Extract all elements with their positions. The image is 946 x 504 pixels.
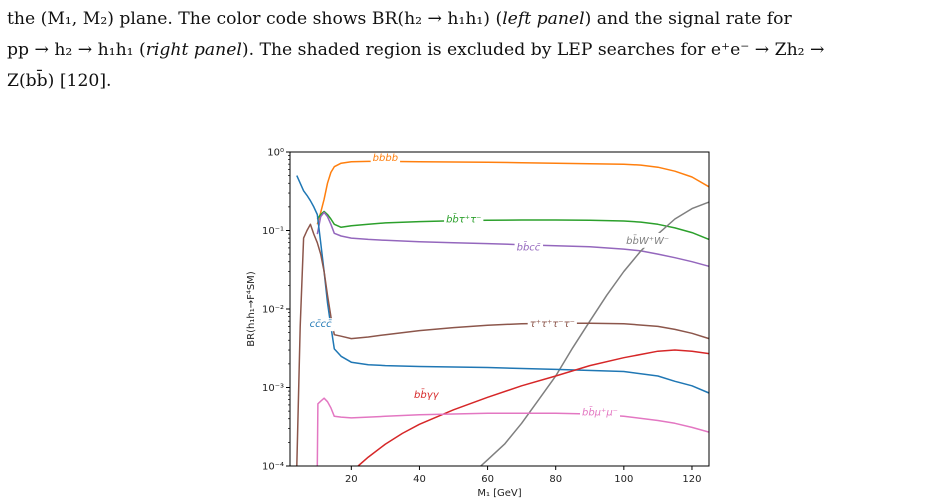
- x-tick-label: 80: [549, 474, 562, 485]
- series-label: τ⁺τ⁺τ⁻τ⁻: [530, 319, 575, 330]
- series-line: [316, 160, 710, 225]
- y-tick-label: 10⁻²: [262, 305, 284, 316]
- series-labels: bb̄bb̄ bb̄τ⁺τ⁻ bb̄cc̄ bb̄W⁺W⁻ cc̄cc̄ τ⁺τ⁺τ⁻τ⁻…: [307, 150, 672, 420]
- x-tick-label: 60: [481, 474, 494, 485]
- series-label-background: [514, 239, 544, 255]
- series-line: [357, 349, 710, 467]
- series-label-background: [444, 211, 484, 227]
- x-tick-label: 100: [614, 474, 633, 485]
- x-axis: 20 40 60 80 100 120: [345, 466, 702, 485]
- y-tick-label: 10⁻⁴: [262, 462, 284, 473]
- y-tick-label: 10⁰: [267, 148, 284, 159]
- caption-line-1: the (M₁, M₂) plane. The color code shows…: [7, 9, 792, 29]
- figure-caption: the (M₁, M₂) plane. The color code shows…: [7, 4, 939, 97]
- series-label: bb̄τ⁺τ⁻: [446, 213, 481, 226]
- series-line: [316, 211, 710, 268]
- branching-ratio-figure: bb̄bb̄ bb̄τ⁺τ⁻ bb̄cc̄ bb̄W⁺W⁻ cc̄cc̄ τ⁺τ⁺τ⁻τ⁻…: [240, 140, 720, 502]
- x-axis-label: M₁ [GeV]: [477, 488, 521, 499]
- series-line: [316, 210, 710, 241]
- y-axis: 10⁻⁴ 10⁻³ 10⁻² 10⁻¹ 10⁰: [262, 148, 290, 473]
- series-label: bb̄γγ: [414, 388, 440, 401]
- x-tick-label: 120: [682, 474, 701, 485]
- series-curves: [296, 160, 710, 467]
- series-label-background: [579, 404, 620, 420]
- series-line: [480, 201, 710, 467]
- series-line: [296, 223, 710, 467]
- series-label: bb̄W⁺W⁻: [626, 234, 669, 247]
- series-label: bb̄bb̄: [373, 151, 398, 164]
- y-axis-label: BR(h₁h₁→F⁴SM): [246, 271, 257, 347]
- series-label-background: [527, 318, 577, 332]
- series-label: bb̄cc̄: [517, 240, 541, 253]
- caption-line-2: pp → h₂ → h₁h₁ (right panel). The shaded…: [7, 40, 825, 60]
- caption-line-3: Z(bb̄) [120].: [7, 71, 112, 91]
- x-tick-label: 20: [345, 474, 358, 485]
- series-label-background: [370, 150, 401, 166]
- series-label: bb̄μ⁺μ⁻: [582, 405, 618, 418]
- y-tick-label: 10⁻³: [262, 383, 284, 394]
- branching-ratio-chart: bb̄bb̄ bb̄τ⁺τ⁻ bb̄cc̄ bb̄W⁺W⁻ cc̄cc̄ τ⁺τ⁺τ⁻τ⁻…: [246, 148, 710, 499]
- series-label-background: [411, 386, 442, 402]
- series-label-background: [624, 232, 672, 248]
- series-line: [316, 397, 710, 467]
- series-label: cc̄cc̄: [310, 319, 333, 330]
- series-label-background: [307, 318, 335, 332]
- series-line: [296, 175, 710, 394]
- x-tick-label: 40: [413, 474, 426, 485]
- y-tick-label: 10⁻¹: [262, 226, 284, 237]
